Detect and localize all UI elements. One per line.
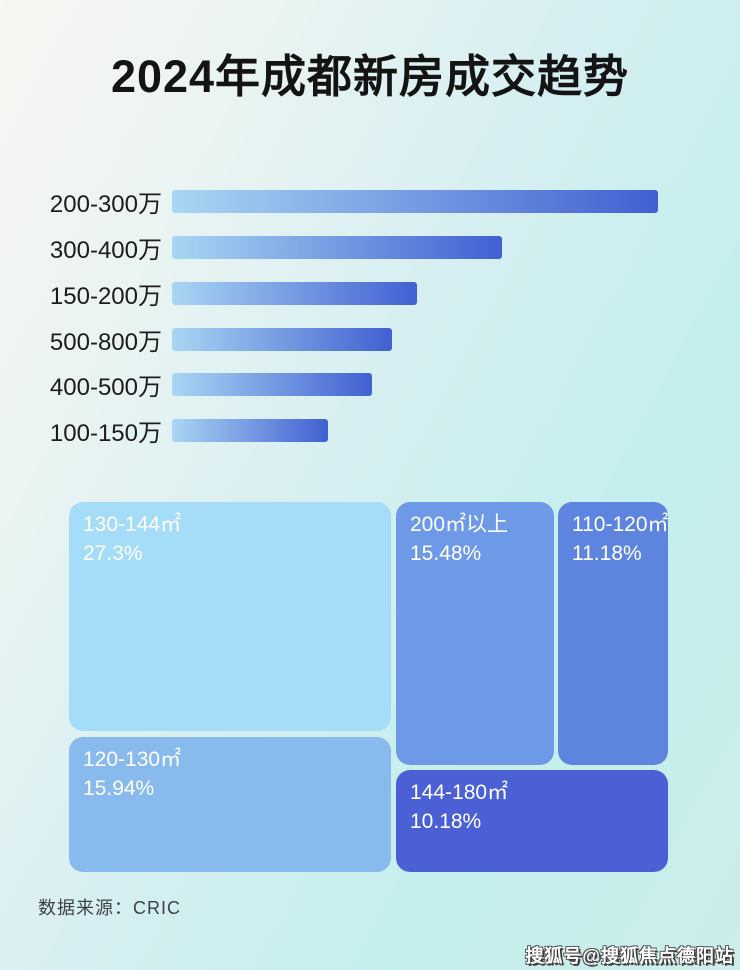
bar-track <box>172 189 658 213</box>
bar-400-500 <box>172 372 373 396</box>
bar-track <box>172 372 658 396</box>
treemap-block-120-130: 120-130㎡ 15.94% <box>69 737 391 872</box>
bar-500-800 <box>172 327 393 351</box>
watermark: 搜狐号@搜狐焦点德阳站 <box>525 946 734 966</box>
treemap-block-110-120: 110-120㎡ 11.18% <box>558 502 669 765</box>
treemap-block-label: 144-180㎡ <box>410 781 509 804</box>
treemap-block-value: 10.18% <box>410 810 482 833</box>
bar-track <box>172 281 658 305</box>
treemap-block-value: 11.18% <box>572 542 642 565</box>
treemap-block-value: 15.48% <box>410 542 482 565</box>
bar-150-200 <box>172 281 418 305</box>
bar-200-300 <box>172 189 658 213</box>
bar-track <box>172 327 658 351</box>
treemap-block-label: 130-144㎡ <box>83 513 182 536</box>
bar-track <box>172 418 658 442</box>
treemap-block-144-180: 144-180㎡ 10.18% <box>396 770 668 872</box>
bar-row: 100-150万 <box>30 418 658 447</box>
treemap-block-label: 200㎡以上 <box>410 513 509 536</box>
bar-label: 150-200万 <box>49 282 162 310</box>
bar-row: 400-500万 <box>30 372 658 401</box>
bar-label: 400-500万 <box>49 373 162 401</box>
bar-row: 150-200万 <box>30 281 658 310</box>
bar-label: 200-300万 <box>49 190 162 218</box>
treemap-block-130-144: 130-144㎡ 27.3% <box>69 502 391 731</box>
bar-label: 100-150万 <box>49 419 162 447</box>
bar-row: 200-300万 <box>30 189 658 218</box>
bar-row: 300-400万 <box>30 235 658 264</box>
treemap-block-200-plus: 200㎡以上 15.48% <box>396 502 554 765</box>
treemap-block-value: 15.94% <box>83 777 155 800</box>
area-treemap: 130-144㎡ 27.3% 200㎡以上 15.48% 110-120㎡ 11… <box>69 502 669 872</box>
bar-track <box>172 235 658 259</box>
treemap-block-label: 120-130㎡ <box>83 748 182 771</box>
bar-300-400 <box>172 235 503 259</box>
treemap-block-label: 110-120㎡ <box>572 513 669 536</box>
bar-label: 500-800万 <box>49 328 162 356</box>
bar-100-150 <box>172 418 328 442</box>
treemap-block-value: 27.3% <box>83 542 143 565</box>
bar-label: 300-400万 <box>49 236 162 264</box>
bar-row: 500-800万 <box>30 327 658 356</box>
page-title: 2024年成都新房成交趋势 <box>110 51 630 102</box>
data-source-note: 数据来源：CRIC <box>38 898 181 918</box>
